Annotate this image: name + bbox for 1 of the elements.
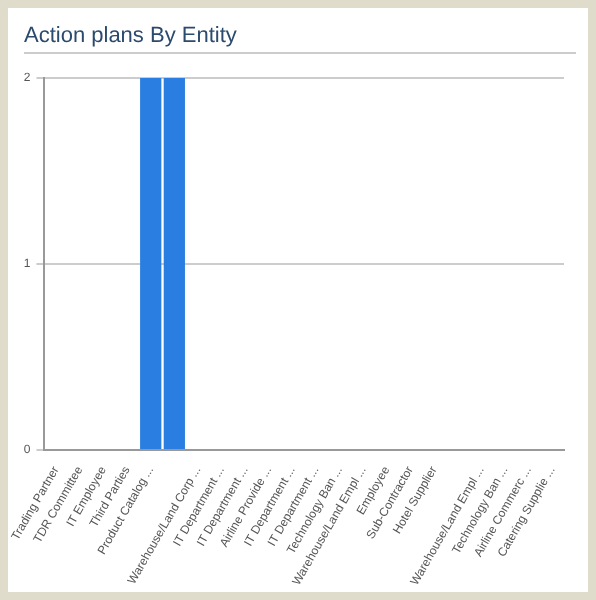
chart-title: Action plans By Entity	[24, 24, 576, 54]
